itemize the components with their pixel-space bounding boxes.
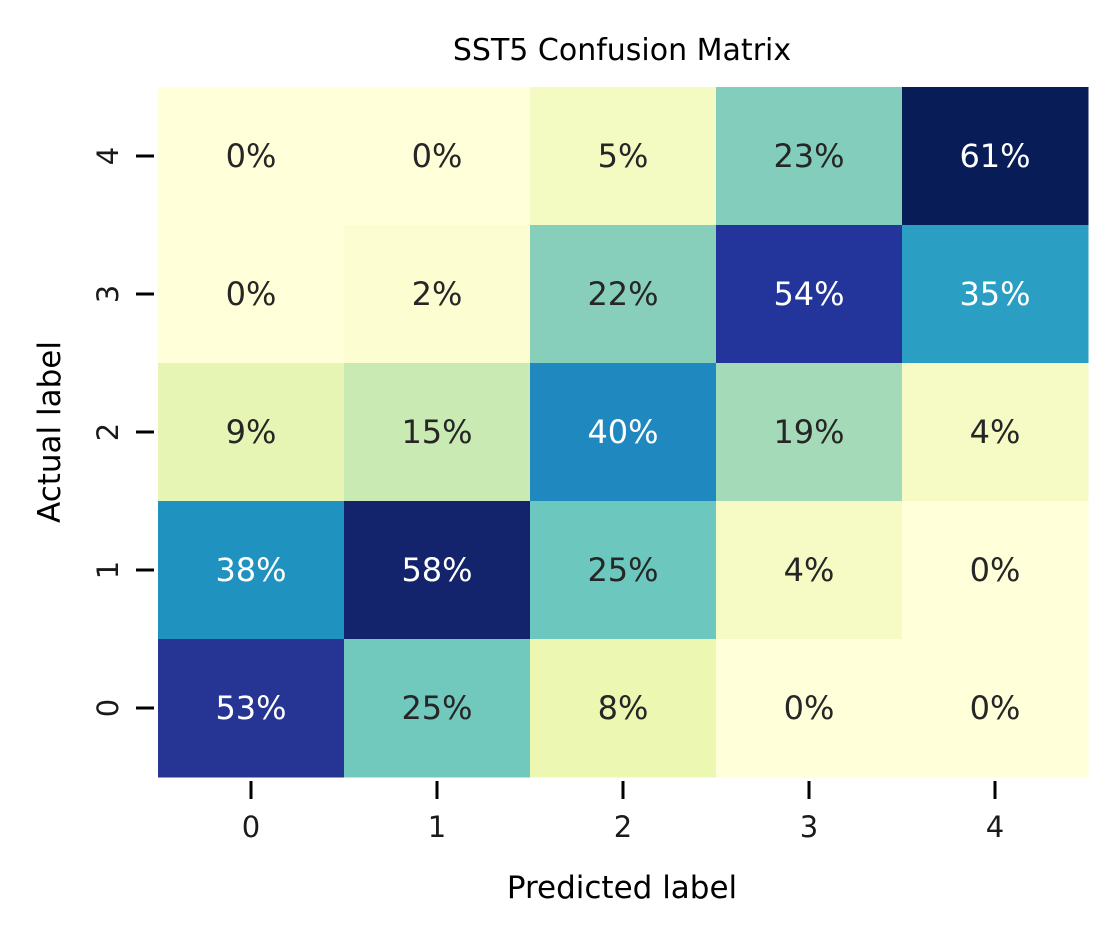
cell-value-label: 35%: [959, 275, 1030, 313]
heatmap-cell: [530, 501, 717, 640]
heatmap-cell: [158, 363, 345, 502]
cell-value-label: 2%: [412, 275, 463, 313]
cell-value-label: 8%: [598, 689, 649, 727]
heatmap-cell: [158, 225, 345, 364]
heatmap-cell: [530, 87, 717, 226]
heatmap-cell: [344, 501, 531, 640]
heatmap-cell: [716, 501, 903, 640]
cell-value-label: 0%: [970, 551, 1021, 589]
y-tick-label: 3: [91, 285, 125, 303]
heatmap-cell: [158, 501, 345, 640]
x-axis-ticks: 0 1 2 3 4: [242, 781, 1004, 844]
cell-value-label: 19%: [773, 413, 844, 451]
heatmap-cell: [716, 363, 903, 502]
y-axis-label: Actual label: [32, 341, 68, 523]
heatmap-cells: 0% 0% 5% 23% 61% 0% 2% 22% 54% 35% 9% 15% 40% 19% 4% 38…: [158, 87, 1089, 778]
heatmap-cell: [902, 501, 1089, 640]
heatmap-cell: [902, 363, 1089, 502]
heatmap-cell: [716, 87, 903, 226]
heatmap-cell: [158, 639, 345, 778]
cell-value-label: 53%: [215, 689, 286, 727]
heatmap-cell: [158, 87, 345, 226]
cell-value-label: 15%: [401, 413, 472, 451]
heatmap-cell: [530, 639, 717, 778]
x-axis-label: Predicted label: [507, 870, 737, 906]
heatmap-cell: [716, 639, 903, 778]
y-tick-label: 1: [91, 561, 125, 579]
cell-value-label: 58%: [401, 551, 472, 589]
heatmap-cell: [344, 363, 531, 502]
cell-value-label: 22%: [587, 275, 658, 313]
y-tick-label: 2: [91, 423, 125, 441]
cell-value-label: 0%: [784, 689, 835, 727]
cell-value-label: 38%: [215, 551, 286, 589]
heatmap-cell: [344, 225, 531, 364]
cell-value-label: 0%: [226, 275, 277, 313]
x-tick-label: 4: [986, 810, 1004, 844]
cell-value-label: 23%: [773, 137, 844, 175]
x-tick-label: 0: [242, 810, 260, 844]
cell-value-label: 25%: [401, 689, 472, 727]
y-tick-label: 0: [91, 699, 125, 717]
y-axis-ticks: 4 3 2 1 0: [91, 147, 154, 717]
heatmap-cell: [344, 87, 531, 226]
heatmap-cell: [344, 639, 531, 778]
chart-title: SST5 Confusion Matrix: [453, 33, 791, 68]
x-tick-label: 3: [800, 810, 818, 844]
cell-value-label: 0%: [970, 689, 1021, 727]
heatmap-cell: [716, 225, 903, 364]
cell-value-label: 4%: [970, 413, 1021, 451]
cell-value-label: 54%: [773, 275, 844, 313]
heatmap-cell: [902, 87, 1089, 226]
y-tick-label: 4: [91, 147, 125, 165]
cell-value-label: 5%: [598, 137, 649, 175]
cell-value-label: 25%: [587, 551, 658, 589]
cell-value-label: 40%: [587, 413, 658, 451]
heatmap-cell: [530, 225, 717, 364]
x-tick-label: 1: [428, 810, 446, 844]
cell-value-label: 0%: [226, 137, 277, 175]
cell-value-label: 9%: [226, 413, 277, 451]
heatmap-cell: [902, 225, 1089, 364]
cell-value-label: 4%: [784, 551, 835, 589]
cell-value-label: 0%: [412, 137, 463, 175]
heatmap-cell: [530, 363, 717, 502]
x-tick-label: 2: [614, 810, 632, 844]
cell-value-label: 61%: [959, 137, 1030, 175]
heatmap-cell: [902, 639, 1089, 778]
